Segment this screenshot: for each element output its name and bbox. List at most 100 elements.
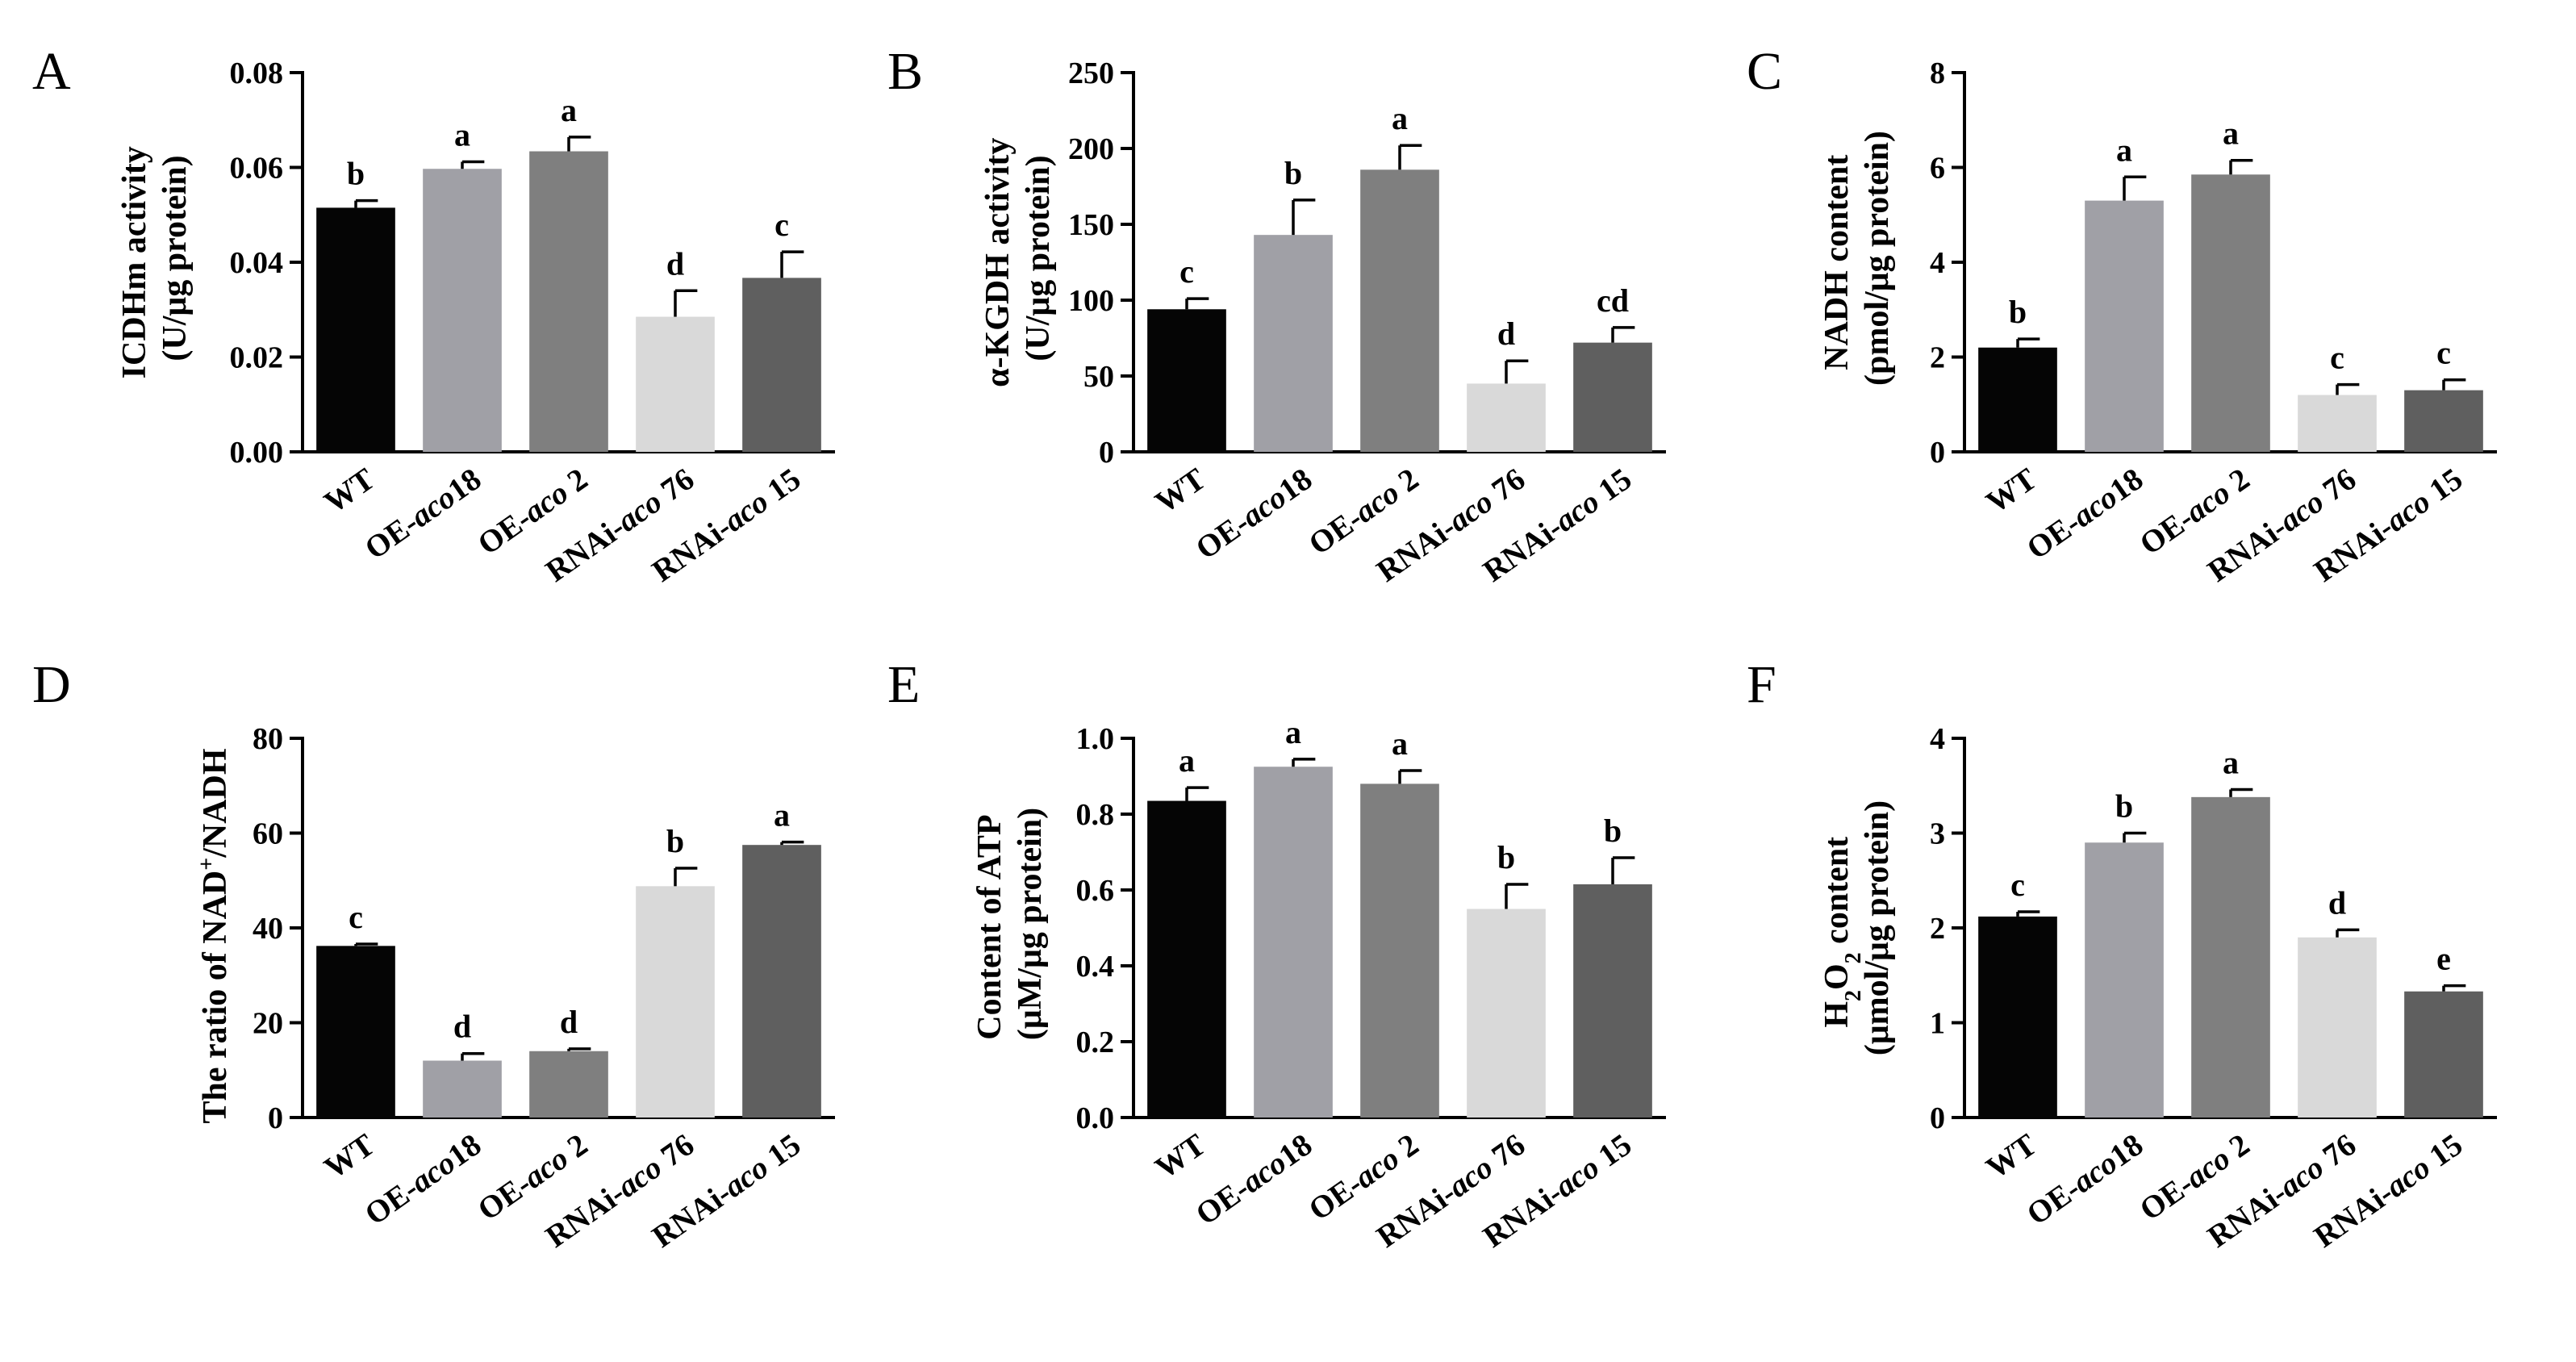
panel-letter-c: C: [1747, 42, 1782, 101]
bar-d-5: [742, 845, 821, 1118]
ylabel-d-line1: The ratio of NAD: [197, 871, 234, 1124]
y-tick-label-d: 80: [253, 722, 283, 756]
y-tick-label-a: 0.02: [230, 341, 284, 375]
sig-label-f-4: d: [2328, 884, 2346, 921]
y-tick-label-b: 50: [1083, 360, 1114, 394]
x-tick-label-a-2: OE-aco18: [359, 462, 488, 566]
sig-label-e-5: b: [1604, 813, 1622, 849]
bar-e-5: [1573, 884, 1652, 1118]
y-tick-label-b: 100: [1068, 284, 1114, 318]
ylabel-b: α-KGDH activity (U/μg protein): [979, 129, 1057, 387]
bar-b-1: [1147, 309, 1226, 452]
sig-label-c-2: a: [2116, 132, 2132, 168]
panel-letter-b: B: [887, 42, 923, 101]
x-tick-label-b-1: WT: [1149, 462, 1212, 520]
ylabel-c: NADH content (pmol/μg protein): [1818, 131, 1896, 386]
bar-c-5: [2404, 390, 2483, 452]
bar-a-2: [423, 169, 502, 452]
sig-label-c-4: c: [2330, 340, 2344, 376]
sig-label-e-1: a: [1179, 742, 1195, 779]
y-tick-label-a: 0.00: [230, 436, 284, 470]
panel-c: C NADH content (pmol/μg protein) 0 2 4 6 8 b W…: [1747, 42, 2497, 589]
y-tick-label-e: 0.2: [1076, 1026, 1115, 1059]
panel-d: D The ratio of NAD+/NADH 0 20 40 60 80 c WT d OE…: [32, 655, 835, 1255]
bar-f-1: [1978, 916, 2057, 1118]
bar-f-2: [2085, 842, 2164, 1118]
ylabel-f-sub1: 2: [1841, 990, 1866, 1001]
y-tick-label-d: 40: [253, 912, 283, 946]
panel-b: B α-KGDH activity (U/μg protein) 0 50 100 1…: [887, 42, 1666, 589]
bar-b-4: [1467, 383, 1546, 452]
y-tick-label-f: 2: [1930, 912, 1945, 946]
sig-label-c-1: b: [2009, 294, 2027, 330]
x-tick-label-a-1: WT: [318, 462, 381, 520]
bar-c-4: [2298, 395, 2377, 452]
bar-b-5: [1573, 342, 1652, 452]
sig-label-a-3: a: [561, 92, 577, 128]
x-tick-label-c-1: WT: [1980, 462, 2043, 520]
sig-label-d-4: b: [666, 823, 684, 859]
bar-a-3: [529, 151, 608, 452]
x-tick-label-e-1: WT: [1149, 1127, 1212, 1186]
bar-b-3: [1360, 169, 1439, 452]
bar-d-1: [316, 946, 395, 1118]
x-tick-label-f-2: OE-aco18: [2021, 1127, 2150, 1232]
sig-label-b-5: cd: [1597, 282, 1629, 319]
sig-label-f-5: e: [2436, 941, 2451, 977]
ylabel-b-line2: (U/μg protein): [1020, 155, 1057, 361]
y-tick-label-c: 4: [1930, 246, 1945, 280]
x-tick-label-d-2: OE-aco18: [359, 1127, 488, 1232]
y-tick-label-b: 150: [1068, 208, 1114, 242]
panel-a: A ICDHm activity (U/μg protein) 0.00 0.02…: [32, 42, 835, 589]
y-tick-label-b: 200: [1068, 132, 1114, 166]
bar-e-2: [1254, 767, 1333, 1118]
sig-label-a-5: c: [774, 207, 789, 243]
ylabel-c-line2: (pmol/μg protein): [1859, 131, 1896, 386]
sig-label-b-2: b: [1284, 155, 1302, 191]
panel-f: F H2O2 content (μmol/μg protein) 01234cW…: [1747, 655, 2497, 1255]
bar-a-4: [636, 316, 715, 452]
panel-letter-f: F: [1747, 655, 1776, 714]
bar-e-1: [1147, 800, 1226, 1118]
ylabel-f-line1b: O: [1818, 963, 1856, 990]
y-tick-label-a: 0.04: [230, 246, 284, 280]
y-tick-label-e: 0.0: [1076, 1101, 1115, 1135]
bar-f-4: [2298, 937, 2377, 1118]
y-tick-label-f: 0: [1930, 1101, 1945, 1135]
y-tick-label-f: 4: [1930, 722, 1945, 756]
sig-label-a-2: a: [454, 116, 470, 152]
y-tick-label-e: 0.8: [1076, 798, 1115, 832]
bar-c-2: [2085, 200, 2164, 452]
x-tick-label-b-2: OE-aco18: [1190, 462, 1319, 566]
bar-d-3: [529, 1051, 608, 1118]
sig-label-b-1: c: [1179, 253, 1194, 290]
y-tick-label-e: 1.0: [1076, 722, 1115, 756]
sig-label-a-4: d: [666, 245, 684, 282]
y-tick-label-c: 0: [1930, 436, 1945, 470]
bar-c-3: [2191, 174, 2270, 452]
ylabel-e-line2: (μM/μg protein): [1012, 808, 1049, 1040]
sig-label-c-3: a: [2223, 115, 2239, 152]
ylabel-f-line1c: content: [1818, 837, 1856, 952]
y-tick-label-e: 0.6: [1076, 874, 1115, 908]
y-tick-label-b: 0: [1099, 436, 1114, 470]
y-tick-label-f: 3: [1930, 817, 1945, 851]
panel-letter-a: A: [32, 42, 71, 101]
sig-label-b-4: d: [1497, 315, 1515, 352]
ylabel-a-line2: (U/μg protein): [157, 155, 194, 361]
bar-b-2: [1254, 235, 1333, 452]
x-tick-label-f-1: WT: [1980, 1127, 2043, 1186]
bar-f-3: [2191, 796, 2270, 1118]
panel-e: E Content of ATP (μM/μg protein) 0.0 0.2 0…: [887, 655, 1666, 1255]
ylabel-d: The ratio of NAD+/NADH: [194, 748, 235, 1123]
y-tick-label-d: 20: [253, 1007, 283, 1041]
sig-label-f-2: b: [2115, 788, 2133, 825]
sig-label-b-3: a: [1392, 100, 1408, 136]
bar-a-5: [742, 278, 821, 452]
y-tick-label-c: 8: [1930, 56, 1945, 90]
y-tick-label-d: 60: [253, 817, 283, 851]
sig-label-d-3: d: [560, 1004, 578, 1040]
ylabel-d-sup: +: [194, 858, 219, 871]
panel-letter-d: D: [32, 655, 71, 714]
